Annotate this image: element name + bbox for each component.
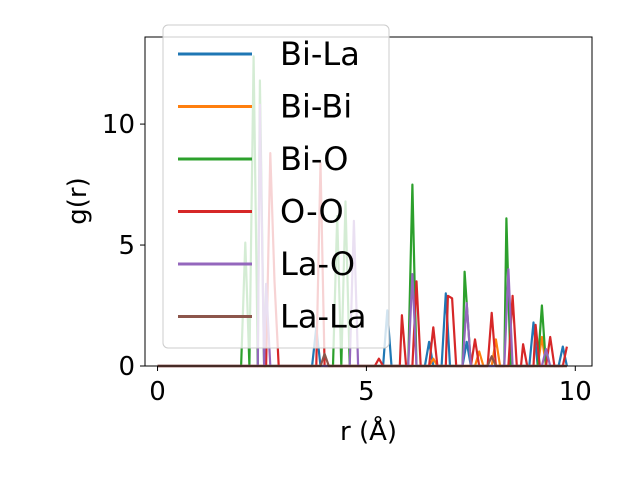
- x-tick-label: 10: [559, 377, 592, 407]
- x-tick-label: 5: [358, 377, 375, 407]
- legend-label-bi-bi: Bi-Bi: [280, 88, 352, 126]
- x-axis-label: r (Å): [340, 415, 397, 447]
- y-axis-ticks: 0 5 10: [102, 110, 145, 382]
- legend-label-o-o: O-O: [280, 193, 344, 231]
- x-tick-label: 0: [149, 377, 166, 407]
- y-tick-label: 0: [118, 352, 135, 382]
- legend: Bi-La Bi-Bi Bi-O O-O La-O La-La: [162, 24, 390, 349]
- legend-label-la-la: La-La: [280, 298, 366, 336]
- y-tick-label: 10: [102, 110, 135, 140]
- y-tick-label: 5: [118, 231, 135, 261]
- legend-label-bi-la: Bi-La: [280, 35, 360, 73]
- legend-label-bi-o: Bi-O: [280, 140, 348, 178]
- x-axis-ticks: 0 5 10: [149, 366, 592, 407]
- legend-label-la-o: La-O: [280, 245, 355, 283]
- y-axis-label: g(r): [63, 177, 93, 224]
